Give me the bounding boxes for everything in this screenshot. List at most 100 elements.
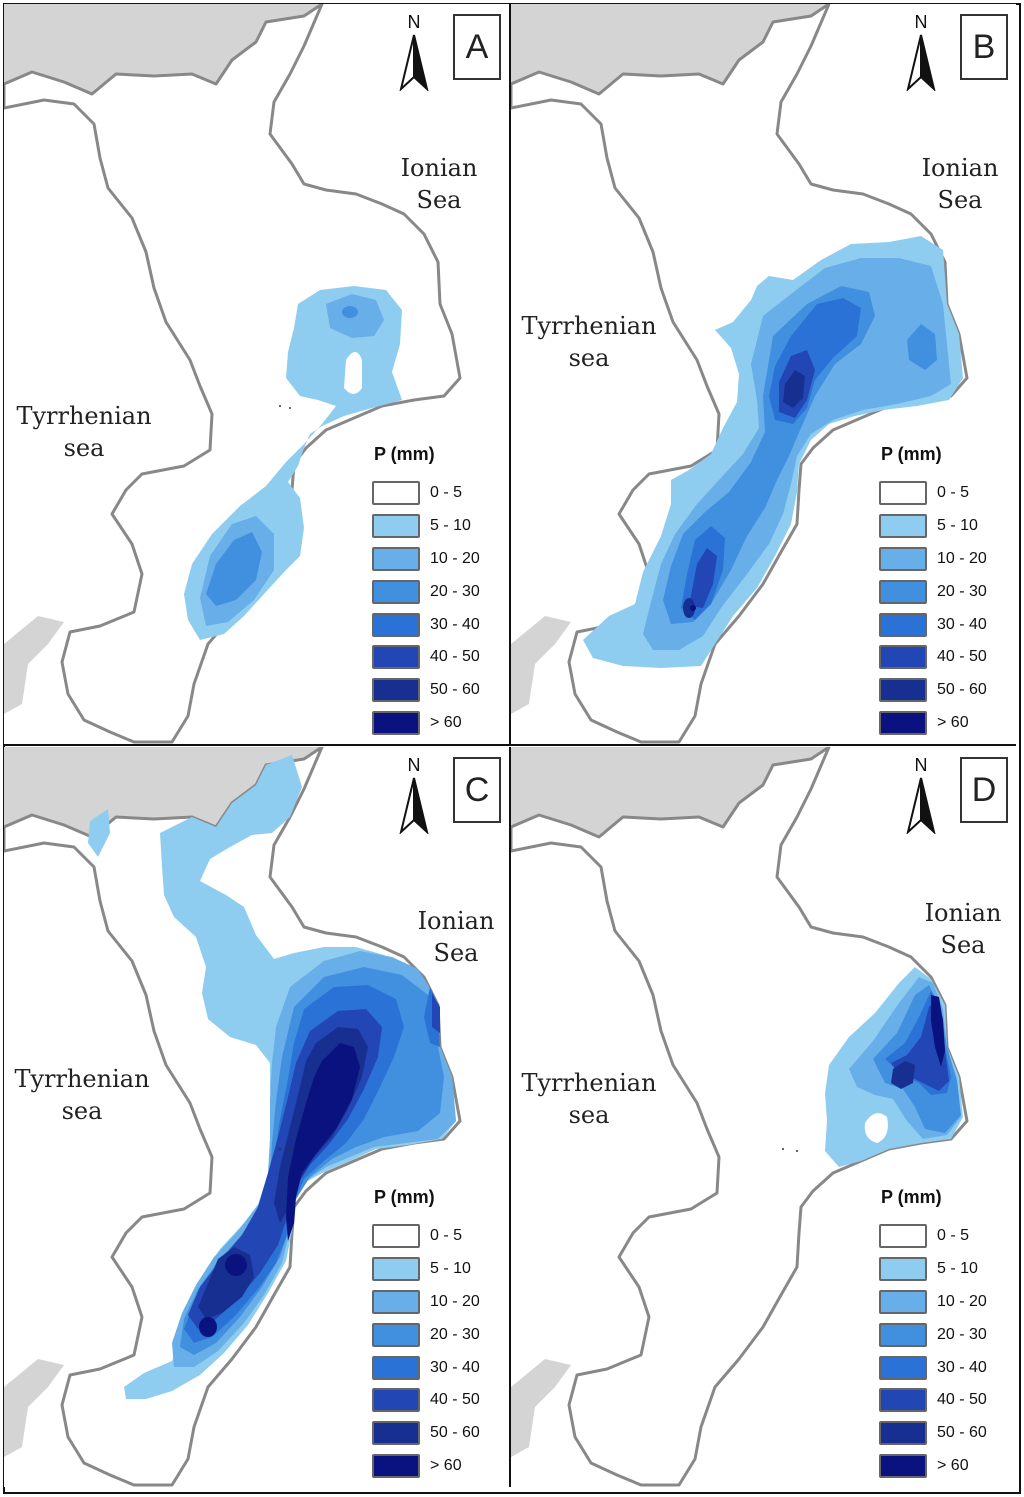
precip-legend: P (mm) 0 - 5 5 - 10 10 - 20 20 - 30 30 - 40 40… — [372, 444, 497, 739]
north-arrow-icon — [399, 34, 429, 92]
legend-swatch — [372, 1224, 420, 1249]
north-arrow-icon — [399, 777, 429, 835]
north-arrow: N — [399, 755, 429, 835]
legend-label: > 60 — [937, 1456, 969, 1474]
legend-label: 20 - 30 — [430, 582, 480, 600]
legend-entry: 40 - 50 — [879, 641, 1004, 674]
tyrrhenian-sea-label: Tyrrhenian sea — [515, 1067, 663, 1131]
panel-label: C — [453, 757, 501, 823]
legend-swatch — [372, 579, 420, 604]
legend-label: 40 - 50 — [937, 648, 987, 666]
legend-entry: 5 - 10 — [879, 510, 1004, 543]
ionian-sea-label: Ionian Sea — [408, 905, 504, 969]
legend-entry: 50 - 60 — [372, 674, 497, 707]
north-arrow-icon — [906, 777, 936, 835]
legend-swatch — [372, 514, 420, 539]
legend-entry: 0 - 5 — [879, 477, 1004, 510]
north-arrow: N — [906, 755, 936, 835]
calabria-map — [4, 4, 462, 744]
legend-label: 0 - 5 — [937, 484, 970, 502]
legend-swatch — [372, 612, 420, 637]
legend-entry: 5 - 10 — [372, 1253, 497, 1286]
sea-label-line: Ionian — [924, 899, 1002, 927]
legend-title: P (mm) — [374, 444, 435, 464]
legend-swatch — [879, 678, 927, 703]
sea-label-line: sea — [63, 434, 105, 462]
legend-entry: 20 - 30 — [372, 1318, 497, 1351]
panel-label: A — [453, 14, 501, 80]
map-panel-c: N C Ionian Sea Tyrrhenian sea P (mm) 0 - … — [4, 747, 511, 1487]
legend-swatch — [879, 1355, 927, 1380]
calabria-map — [4, 747, 462, 1487]
legend-entry: 0 - 5 — [372, 1220, 497, 1253]
legend-entry: 10 - 20 — [372, 543, 497, 576]
legend-entry: 50 - 60 — [879, 674, 1004, 707]
rain-contours — [583, 236, 963, 668]
legend-label: 40 - 50 — [430, 1391, 480, 1409]
calabria-coastline — [4, 747, 462, 1487]
legend-title: P (mm) — [881, 444, 942, 464]
legend-label: 50 - 60 — [937, 681, 987, 699]
precip-legend: P (mm) 0 - 5 5 - 10 10 - 20 20 - 30 30 - 40 40… — [879, 444, 1004, 739]
sea-label-line: Ionian — [400, 154, 478, 182]
legend-entry: 40 - 50 — [372, 641, 497, 674]
legend-title: P (mm) — [881, 1187, 942, 1207]
sea-label-line: Sea — [940, 931, 986, 959]
legend-swatch — [879, 1257, 927, 1282]
sea-label-line: Ionian — [417, 907, 495, 935]
legend-swatch — [372, 710, 420, 735]
legend-entry: > 60 — [879, 707, 1004, 740]
legend-label: > 60 — [430, 1456, 462, 1474]
legend-swatch — [879, 612, 927, 637]
legend-swatch — [372, 1355, 420, 1380]
legend-label: 10 - 20 — [430, 1292, 480, 1310]
legend-swatch — [879, 514, 927, 539]
map-panel-a: N A Ionian Sea Tyrrhenian sea P (mm) 0 - … — [4, 4, 511, 746]
ionian-sea-label: Ionian Sea — [394, 152, 484, 216]
legend-label: 0 - 5 — [430, 1227, 463, 1245]
map-panel-d: N D Ionian Sea Tyrrhenian sea P (mm) 0 - … — [511, 747, 1016, 1487]
legend-entry: 30 - 40 — [372, 1351, 497, 1384]
tyrrhenian-sea-label: Tyrrhenian sea — [515, 310, 663, 374]
rain-contours — [184, 286, 402, 640]
calabria-coastline — [511, 747, 969, 1487]
legend-swatch — [879, 1322, 927, 1347]
sicily-neighbor — [511, 1359, 571, 1457]
legend-label: 50 - 60 — [430, 1424, 480, 1442]
legend-label: 30 - 40 — [937, 1358, 987, 1376]
legend-entry: 0 - 5 — [372, 477, 497, 510]
map-panel-b: N B Ionian Sea Tyrrhenian sea P (mm) 0 - … — [511, 4, 1016, 746]
legend-label: 30 - 40 — [430, 1358, 480, 1376]
rain-contours — [825, 967, 963, 1167]
legend-label: 20 - 30 — [430, 1325, 480, 1343]
legend-swatch — [372, 1388, 420, 1413]
legend-entry: 30 - 40 — [879, 1351, 1004, 1384]
legend-title: P (mm) — [374, 1187, 435, 1207]
legend-swatch — [879, 710, 927, 735]
legend-label: 40 - 50 — [430, 648, 480, 666]
tyrrhenian-sea-label: Tyrrhenian sea — [10, 400, 158, 464]
north-label: N — [914, 12, 928, 32]
north-arrow: N — [399, 12, 429, 92]
legend-swatch — [372, 1322, 420, 1347]
calabria-map — [511, 4, 969, 744]
legend-swatch — [879, 579, 927, 604]
legend-entry: 20 - 30 — [372, 575, 497, 608]
legend-entry: 50 - 60 — [372, 1417, 497, 1450]
legend-entry: 50 - 60 — [879, 1417, 1004, 1450]
sicily-neighbor — [4, 1359, 64, 1457]
basilicata-neighbor — [4, 747, 322, 837]
legend-entry: 30 - 40 — [879, 608, 1004, 641]
legend-entry: > 60 — [372, 1450, 497, 1483]
legend-swatch — [372, 1257, 420, 1282]
legend-label: > 60 — [430, 713, 462, 731]
legend-swatch — [372, 1289, 420, 1314]
legend-swatch — [879, 645, 927, 670]
legend-swatch — [879, 1453, 927, 1478]
legend-swatch — [879, 1224, 927, 1249]
legend-entry: 0 - 5 — [879, 1220, 1004, 1253]
legend-label: 40 - 50 — [937, 1391, 987, 1409]
sea-label-line: Tyrrhenian — [16, 402, 152, 430]
sicily-neighbor — [511, 616, 571, 714]
legend-label: 5 - 10 — [937, 517, 978, 535]
